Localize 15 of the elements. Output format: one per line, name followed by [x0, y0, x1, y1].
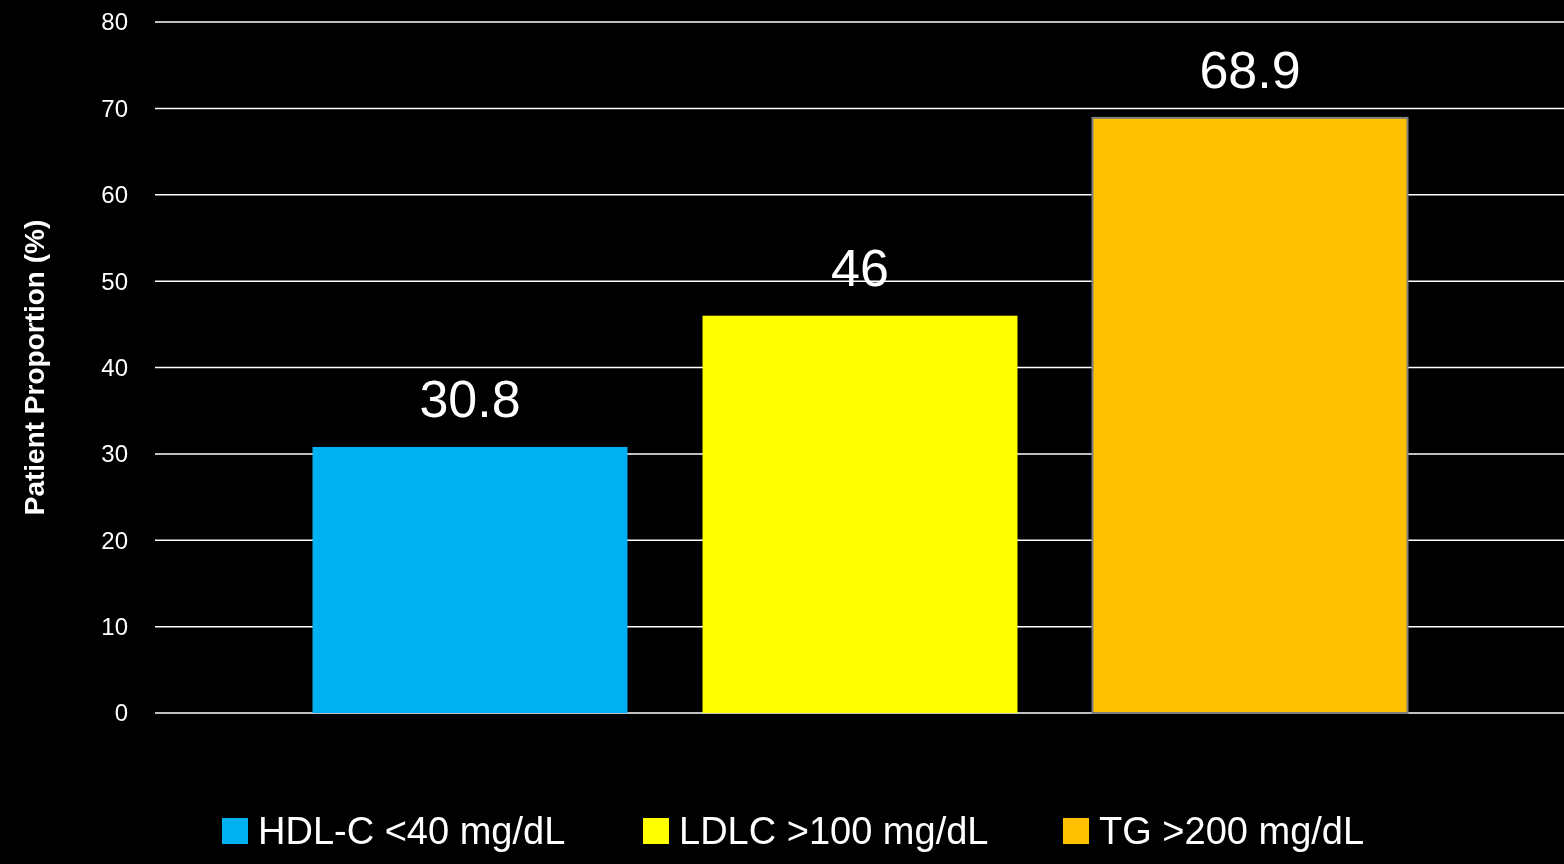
- y-tick-label: 70: [101, 94, 128, 122]
- y-tick-label: 10: [101, 613, 128, 641]
- y-tick-label: 80: [101, 8, 128, 36]
- legend-label: LDLC >100 mg/dL: [679, 810, 989, 853]
- y-tick-label: 20: [101, 526, 128, 554]
- y-tick-label: 30: [101, 440, 128, 468]
- y-tick-label: 60: [101, 181, 128, 209]
- y-tick-label: 40: [101, 353, 128, 381]
- y-tick-label: 50: [101, 267, 128, 295]
- data-label: 68.9: [1199, 40, 1301, 99]
- legend-label: HDL-C <40 mg/dL: [258, 810, 566, 853]
- legend-label: TG >200 mg/dL: [1099, 810, 1365, 853]
- y-tick-label: 0: [114, 699, 128, 727]
- data-label: 30.8: [419, 369, 521, 428]
- y-axis-title: Patient Proportion (%): [19, 219, 50, 516]
